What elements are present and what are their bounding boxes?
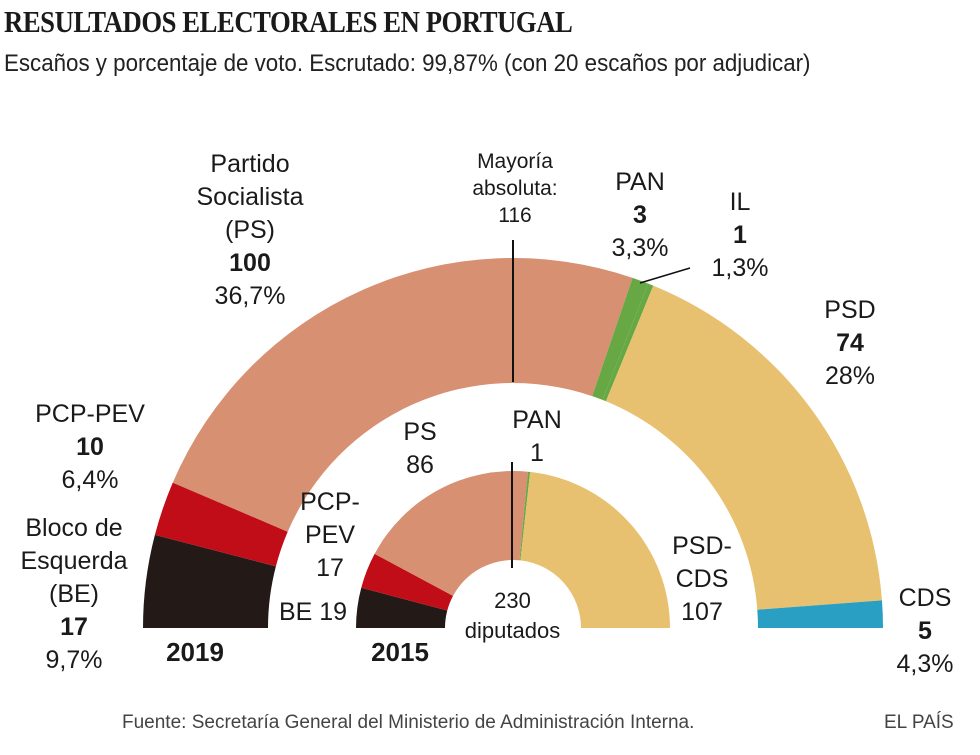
label-pcp-2015: PCP- PEV 17	[300, 488, 360, 582]
label-psdcds-2015: PSD- CDS 107	[672, 532, 732, 626]
label-il-2019: IL 1 1,3%	[711, 188, 769, 282]
source-note: Fuente: Secretaría General del Ministeri…	[122, 712, 695, 733]
label-cds-2019: CDS 5 4,3%	[896, 584, 954, 678]
segment-2019-psd	[605, 285, 882, 610]
segment-2019-cds	[757, 600, 883, 628]
segment-2019-ps	[172, 257, 633, 532]
segment-2015-ps	[374, 471, 528, 596]
year-label-2015: 2015	[371, 637, 429, 667]
label-pan-2019: PAN 3 3,3%	[611, 168, 669, 262]
label-pcp-2019: PCP-PEV 10 6,4%	[35, 400, 145, 494]
label-pan-2015: PAN 1	[512, 406, 562, 467]
label-psd-2019: PSD 74 28%	[824, 296, 876, 390]
center-label: 230 diputados	[464, 588, 561, 643]
chart-title: RESULTADOS ELECTORALES EN PORTUGAL	[4, 4, 573, 39]
segment-2019-il	[602, 283, 654, 402]
segment-2015-psd-cds	[520, 471, 670, 628]
label-be-2019: Bloco de Esquerda (BE) 17 9,7%	[20, 514, 128, 674]
brand-logo: EL PAÍS	[884, 712, 954, 733]
year-label-2019: 2019	[166, 637, 224, 667]
segment-2015-be	[356, 587, 448, 628]
segment-2019-be	[143, 534, 276, 628]
segment-2015-pan	[519, 471, 531, 561]
label-ps-2019: Partido Socialista (PS) 100 36,7%	[196, 150, 304, 310]
segment-2015-pcp-pev	[361, 553, 454, 611]
segment-2019-pcp-pev	[154, 482, 288, 567]
label-ps-2015: PS 86	[403, 418, 437, 479]
il-leader-line	[639, 267, 691, 284]
chart-subtitle: Escaños y porcentaje de voto. Escrutado:…	[4, 50, 811, 77]
label-be-2015: BE 19	[278, 598, 348, 626]
majority-label: Mayoría absoluta: 116	[472, 150, 558, 227]
segment-2019-pan	[592, 277, 649, 400]
